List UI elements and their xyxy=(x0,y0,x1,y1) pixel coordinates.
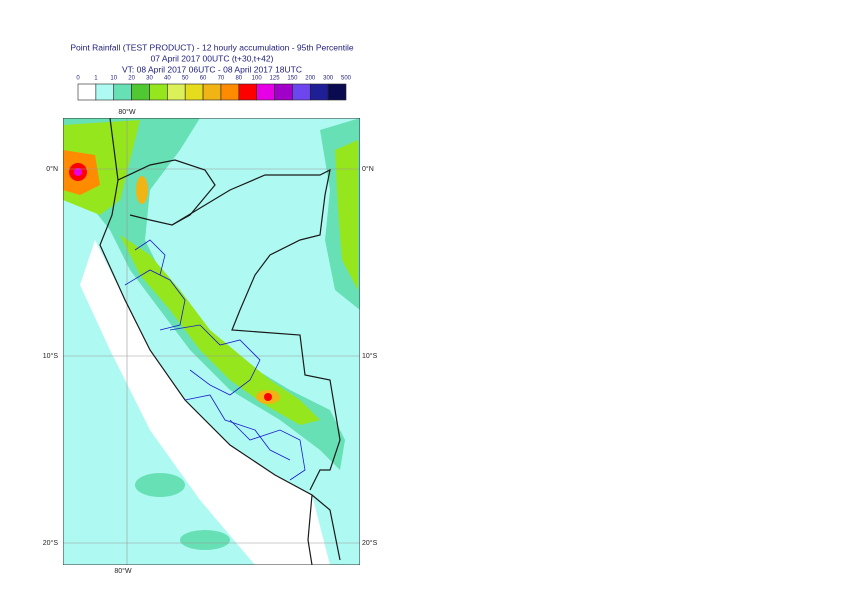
legend-swatch xyxy=(131,83,150,101)
map-labels: 80°W 80°W 0°N 0°N 10°S 10°S 20°S 20°S xyxy=(43,108,378,575)
legend-tick-label: 80 xyxy=(235,76,242,82)
legend-tick-label: 0 xyxy=(76,76,80,82)
borders xyxy=(99,118,341,565)
title: Point Rainfall (TEST PRODUCT) - 12 hourl… xyxy=(70,42,354,52)
legend-swatch xyxy=(309,83,329,101)
legend-tick-label: 150 xyxy=(287,76,298,82)
legend-swatch xyxy=(220,83,240,101)
lat-label: 20°S xyxy=(43,539,59,547)
legend-tick-label: 50 xyxy=(182,76,189,82)
legend: 0 1 10 20 30 40 50 60 70 80 100 125 150 200 300 500 xyxy=(76,76,352,101)
lat-label: 10°S xyxy=(43,352,59,360)
legend-swatch xyxy=(167,83,186,101)
rain-spot-peak xyxy=(264,393,272,401)
legend-tick-label: 300 xyxy=(323,76,334,82)
lat-label: 10°S xyxy=(362,352,378,360)
lon-label: 80°W xyxy=(118,108,136,116)
rain-spot xyxy=(136,176,148,204)
legend-tick-label: 60 xyxy=(200,76,207,82)
legend-tick-label: 70 xyxy=(218,76,225,82)
lat-label: 0°N xyxy=(362,165,374,173)
legend-tick-label: 1 xyxy=(94,76,98,82)
legend-swatch xyxy=(274,83,293,101)
legend-swatch xyxy=(184,83,204,101)
lat-label: 20°S xyxy=(362,539,378,547)
legend-swatch xyxy=(113,83,132,101)
coastal-dry-zone xyxy=(80,240,330,565)
valid-time: VT: 08 April 2017 06UTC - 08 April 2017 … xyxy=(122,64,302,74)
rain-east-core xyxy=(335,140,358,290)
lon-label: 80°W xyxy=(114,567,132,575)
regions xyxy=(124,239,306,481)
legend-swatch xyxy=(256,83,275,101)
legend-swatch xyxy=(202,83,222,101)
andes-band xyxy=(120,235,320,425)
legend-swatch xyxy=(95,83,115,101)
legend-tick-label: 200 xyxy=(305,76,316,82)
legend-tick-label: 40 xyxy=(164,76,171,82)
legend-tick-label: 500 xyxy=(341,76,352,82)
legend-swatch xyxy=(327,83,347,101)
legend-swatch xyxy=(292,83,311,101)
legend-tick-label: 100 xyxy=(252,76,263,82)
ocean-patch xyxy=(135,473,185,497)
graticule xyxy=(63,118,360,565)
ocean-patch xyxy=(180,530,230,550)
rain-peak-center xyxy=(74,168,82,176)
base-time: 07 April 2017 00UTC (t+30,t+42) xyxy=(151,53,274,63)
legend-tick-label: 125 xyxy=(270,76,281,82)
map xyxy=(63,118,360,565)
legend-swatch xyxy=(77,83,97,101)
lat-label: 0°N xyxy=(46,165,58,173)
legend-swatch xyxy=(238,83,257,101)
legend-tick-label: 30 xyxy=(146,76,153,82)
legend-swatch xyxy=(149,83,168,101)
legend-tick-label: 20 xyxy=(128,76,135,82)
legend-tick-label: 10 xyxy=(110,76,117,82)
rain-band xyxy=(63,118,345,470)
